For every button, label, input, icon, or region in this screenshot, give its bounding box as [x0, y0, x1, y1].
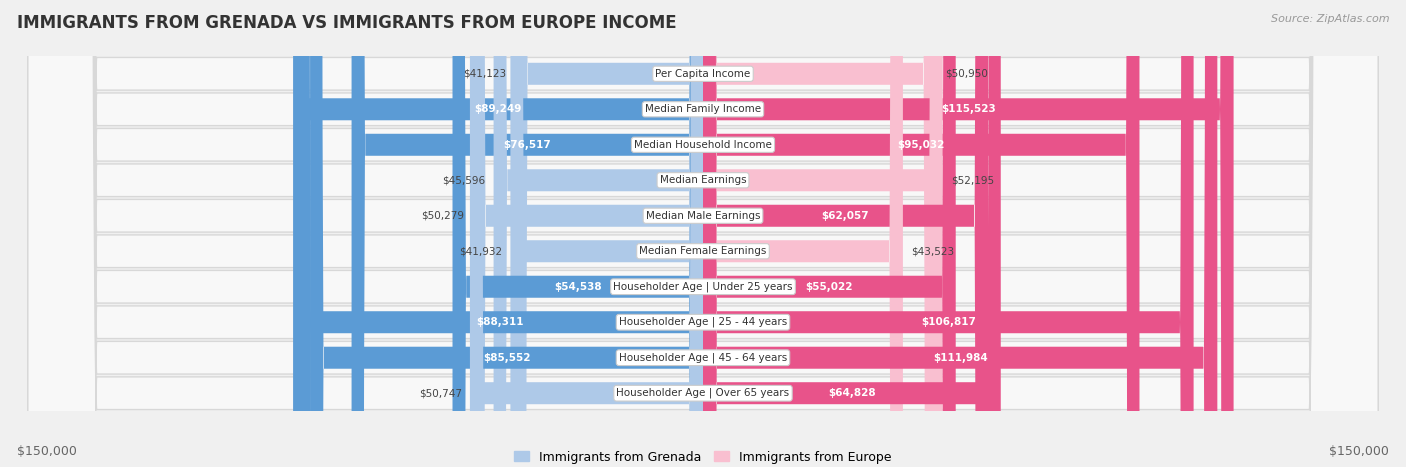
FancyBboxPatch shape	[703, 0, 936, 467]
Text: $50,950: $50,950	[945, 69, 988, 79]
Text: $115,523: $115,523	[941, 104, 995, 114]
Text: $88,311: $88,311	[477, 317, 524, 327]
Text: $95,032: $95,032	[897, 140, 945, 150]
FancyBboxPatch shape	[311, 0, 703, 467]
FancyBboxPatch shape	[703, 0, 903, 467]
FancyBboxPatch shape	[28, 0, 1378, 467]
Text: Median Male Earnings: Median Male Earnings	[645, 211, 761, 221]
FancyBboxPatch shape	[28, 0, 1378, 467]
Text: $85,552: $85,552	[482, 353, 530, 363]
FancyBboxPatch shape	[703, 0, 1194, 467]
FancyBboxPatch shape	[703, 0, 1139, 467]
Text: $41,123: $41,123	[463, 69, 506, 79]
Text: Householder Age | 25 - 44 years: Householder Age | 25 - 44 years	[619, 317, 787, 327]
FancyBboxPatch shape	[453, 0, 703, 467]
FancyBboxPatch shape	[28, 0, 1378, 467]
FancyBboxPatch shape	[703, 0, 988, 467]
Text: $50,747: $50,747	[419, 388, 461, 398]
Text: IMMIGRANTS FROM GRENADA VS IMMIGRANTS FROM EUROPE INCOME: IMMIGRANTS FROM GRENADA VS IMMIGRANTS FR…	[17, 14, 676, 32]
FancyBboxPatch shape	[352, 0, 703, 467]
Text: Householder Age | Over 65 years: Householder Age | Over 65 years	[616, 388, 790, 398]
FancyBboxPatch shape	[703, 0, 1001, 467]
Text: $54,538: $54,538	[554, 282, 602, 292]
Text: Per Capita Income: Per Capita Income	[655, 69, 751, 79]
Text: $50,279: $50,279	[420, 211, 464, 221]
FancyBboxPatch shape	[703, 0, 1218, 467]
FancyBboxPatch shape	[28, 0, 1378, 467]
Text: $52,195: $52,195	[950, 175, 994, 185]
Text: Median Earnings: Median Earnings	[659, 175, 747, 185]
Text: Householder Age | Under 25 years: Householder Age | Under 25 years	[613, 282, 793, 292]
FancyBboxPatch shape	[28, 0, 1378, 467]
FancyBboxPatch shape	[472, 0, 703, 467]
Text: $43,523: $43,523	[911, 246, 955, 256]
Text: $76,517: $76,517	[503, 140, 551, 150]
FancyBboxPatch shape	[28, 0, 1378, 467]
Text: Source: ZipAtlas.com: Source: ZipAtlas.com	[1271, 14, 1389, 24]
Legend: Immigrants from Grenada, Immigrants from Europe: Immigrants from Grenada, Immigrants from…	[509, 446, 897, 467]
Text: Median Female Earnings: Median Female Earnings	[640, 246, 766, 256]
FancyBboxPatch shape	[28, 0, 1378, 467]
FancyBboxPatch shape	[470, 0, 703, 467]
Text: $150,000: $150,000	[1329, 445, 1389, 458]
Text: Median Household Income: Median Household Income	[634, 140, 772, 150]
Text: $55,022: $55,022	[806, 282, 853, 292]
FancyBboxPatch shape	[494, 0, 703, 467]
FancyBboxPatch shape	[28, 0, 1378, 467]
FancyBboxPatch shape	[510, 0, 703, 467]
FancyBboxPatch shape	[515, 0, 703, 467]
Text: $106,817: $106,817	[921, 317, 976, 327]
Text: $64,828: $64,828	[828, 388, 876, 398]
Text: $41,932: $41,932	[458, 246, 502, 256]
Text: $62,057: $62,057	[821, 211, 869, 221]
FancyBboxPatch shape	[292, 0, 703, 467]
Text: $111,984: $111,984	[932, 353, 987, 363]
Text: $45,596: $45,596	[443, 175, 485, 185]
Text: $150,000: $150,000	[17, 445, 77, 458]
FancyBboxPatch shape	[28, 0, 1378, 467]
FancyBboxPatch shape	[703, 0, 943, 467]
Text: Median Family Income: Median Family Income	[645, 104, 761, 114]
Text: Householder Age | 45 - 64 years: Householder Age | 45 - 64 years	[619, 353, 787, 363]
FancyBboxPatch shape	[703, 0, 956, 467]
FancyBboxPatch shape	[703, 0, 1233, 467]
Text: $89,249: $89,249	[474, 104, 522, 114]
FancyBboxPatch shape	[298, 0, 703, 467]
FancyBboxPatch shape	[28, 0, 1378, 467]
